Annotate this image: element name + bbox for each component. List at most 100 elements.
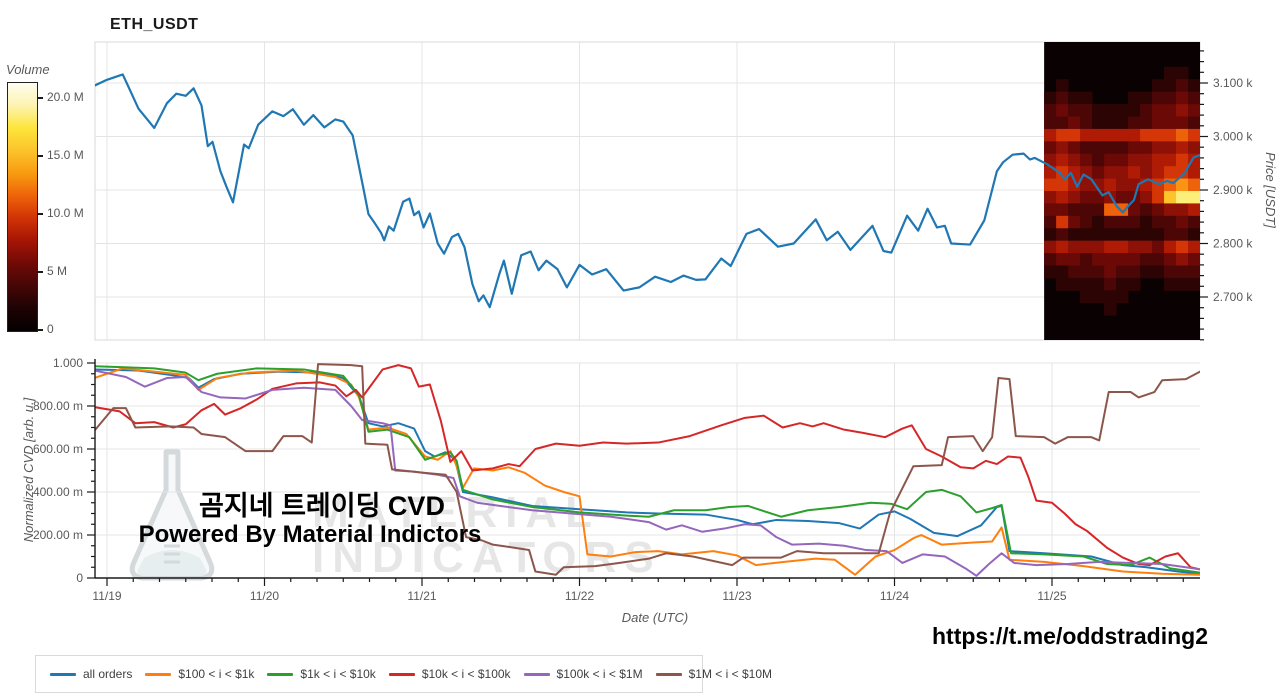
- heatmap-cell: [1152, 215, 1165, 229]
- legend-item: $1M < i < $10M: [655, 667, 772, 681]
- colorbar-tick-label: 15.0 M: [47, 148, 84, 162]
- heatmap-cell: [1056, 277, 1069, 291]
- heatmap-cell: [1092, 166, 1105, 180]
- heatmap-cell: [1152, 240, 1165, 254]
- heatmap-cell: [1068, 91, 1081, 105]
- heatmap-cell: [1104, 178, 1117, 192]
- heatmap-cell: [1092, 240, 1105, 254]
- price-pane: [94, 41, 1201, 341]
- heatmap-cell: [1188, 91, 1200, 105]
- legend-swatch-icon: [267, 672, 294, 676]
- heatmap-cell: [1164, 277, 1177, 291]
- heatmap-cell: [1104, 228, 1117, 242]
- heatmap-cell: [1176, 215, 1189, 229]
- heatmap-cell: [1044, 128, 1057, 142]
- heatmap-cell: [1164, 228, 1177, 242]
- heatmap-cell: [1128, 215, 1141, 229]
- colorbar-tick: [37, 329, 43, 331]
- colorbar-tick: [37, 155, 43, 157]
- legend-swatch-icon: [145, 672, 172, 676]
- heatmap-cell: [1140, 128, 1153, 142]
- heatmap-cell: [1164, 141, 1177, 155]
- legend-swatch-icon: [655, 672, 682, 676]
- cvd-series--1m-i-10m: [95, 363, 1200, 576]
- heatmap-cell: [1068, 141, 1081, 155]
- heatmap-cell: [1164, 79, 1177, 93]
- heatmap-cell: [1140, 228, 1153, 242]
- legend-item: $100k < i < $1M: [523, 667, 643, 681]
- cvd-tick-label: 1.000: [53, 356, 83, 370]
- date-tick-label: 11/25: [1037, 589, 1066, 603]
- heatmap-cell: [1176, 277, 1189, 291]
- heatmap-cell: [1104, 265, 1117, 279]
- heatmap-cell: [1068, 153, 1081, 167]
- telegram-url-text: https://t.me/oddstrading2: [932, 623, 1208, 649]
- heatmap-cell: [1152, 141, 1165, 155]
- heatmap-cell: [1164, 91, 1177, 105]
- heatmap-cell: [1140, 265, 1153, 279]
- heatmap-cell: [1188, 240, 1200, 254]
- cvd-series--100-i-1k: [95, 367, 1200, 576]
- price-tick-label: 3.100 k: [1213, 76, 1253, 90]
- price-plot-frame: [94, 41, 1201, 341]
- heatmap-cell: [1092, 153, 1105, 167]
- heatmap-cell: [1176, 91, 1189, 105]
- heatmap-cell: [1104, 128, 1117, 142]
- legend-item: all orders: [50, 667, 132, 681]
- price-tick-label: 2.800 k: [1213, 237, 1253, 251]
- heatmap-cell: [1092, 128, 1105, 142]
- heatmap-cell: [1080, 153, 1093, 167]
- heatmap-cell: [1080, 91, 1093, 105]
- heatmap-cell: [1152, 203, 1165, 217]
- heatmap-cell: [1044, 228, 1057, 242]
- heatmap-cell: [1080, 128, 1093, 142]
- heatmap-cell: [1056, 166, 1069, 180]
- heatmap-cell: [1188, 191, 1200, 204]
- colorbar-tick-label: 10.0 M: [47, 206, 84, 220]
- heatmap-cell: [1092, 265, 1105, 279]
- heatmap-cell: [1092, 104, 1105, 117]
- heatmap-cell: [1128, 91, 1141, 105]
- heatmap-cell: [1140, 253, 1153, 266]
- heatmap-cell: [1128, 116, 1141, 130]
- heatmap-cell: [1188, 178, 1200, 192]
- heatmap-cell: [1176, 228, 1189, 242]
- heatmap-cell: [1080, 141, 1093, 155]
- heatmap-cell: [1080, 104, 1093, 117]
- heatmap-cell: [1044, 253, 1057, 266]
- heatmap-cell: [1056, 228, 1069, 242]
- colorbar-label: Volume: [6, 62, 50, 77]
- heatmap-cell: [1056, 240, 1069, 254]
- heatmap-cell: [1092, 141, 1105, 155]
- heatmap-cell: [1128, 141, 1141, 155]
- colorbar-tick: [37, 271, 43, 273]
- heatmap-cell: [1188, 153, 1200, 167]
- heatmap-cell: [1116, 153, 1129, 167]
- legend-item: $100 < i < $1k: [145, 667, 254, 681]
- heatmap-cell: [1188, 265, 1200, 279]
- heatmap-cell: [1176, 104, 1189, 117]
- heatmap-cell: [1068, 104, 1081, 117]
- heatmap-cell: [1140, 91, 1153, 105]
- heatmap-cell: [1044, 104, 1057, 117]
- heatmap-cell: [1056, 79, 1069, 93]
- cvd-axis-title: Normalized CVD [arb. u.]: [21, 397, 36, 542]
- legend-label: $100k < i < $1M: [556, 667, 643, 681]
- heatmap-cell: [1164, 215, 1177, 229]
- heatmap-cell: [1176, 128, 1189, 142]
- heatmap-cell: [1152, 228, 1165, 242]
- heatmap-cell: [1164, 104, 1177, 117]
- heatmap-cell: [1188, 203, 1200, 217]
- heatmap-cell: [1128, 203, 1141, 217]
- heatmap-cell: [1044, 203, 1057, 217]
- heatmap-cell: [1128, 240, 1141, 254]
- heatmap-cell: [1056, 128, 1069, 142]
- volume-liquidity-heatmap: [1044, 42, 1200, 340]
- heatmap-cell: [1140, 104, 1153, 117]
- heatmap-cell: [1104, 116, 1117, 130]
- heatmap-cell: [1068, 277, 1081, 291]
- heatmap-cell: [1164, 166, 1177, 180]
- heatmap-cell: [1044, 178, 1057, 192]
